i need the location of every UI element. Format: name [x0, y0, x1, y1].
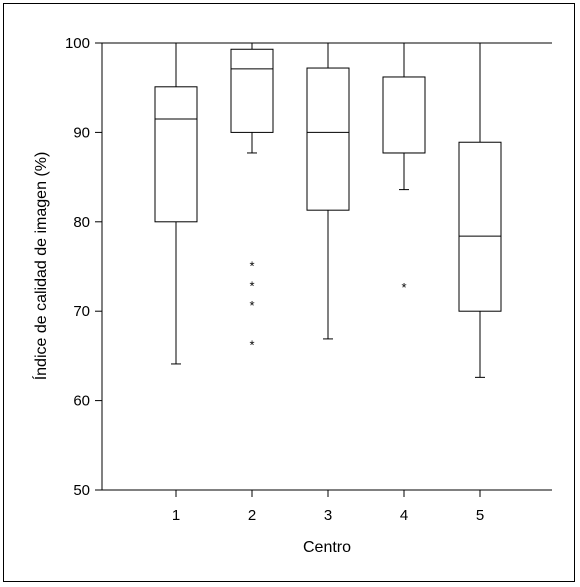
y-tick-label: 50	[73, 482, 90, 499]
x-tick-label: 2	[248, 507, 256, 524]
iqr-box	[306, 67, 350, 211]
outlier-point: *	[249, 259, 254, 274]
iqr-box	[458, 141, 502, 312]
box-centro-4: *	[382, 43, 426, 295]
y-ticks: 50 60 70 80 90 100	[65, 35, 102, 499]
outlier-point: *	[249, 278, 254, 293]
y-tick-label: 100	[65, 35, 90, 52]
axes	[101, 42, 552, 491]
iqr-box	[230, 48, 274, 133]
x-ticks: 1 2 3 4 5	[172, 490, 484, 524]
iqr-box	[154, 86, 198, 223]
y-tick-label: 80	[73, 214, 90, 231]
y-axis-label: Índice de calidad de imagen (%)	[31, 152, 50, 381]
box-centro-3	[306, 43, 350, 340]
outlier-point: *	[401, 280, 406, 295]
box-centro-2: * * * *	[230, 43, 274, 352]
outlier-point: *	[249, 337, 254, 352]
x-tick-label: 3	[324, 507, 332, 524]
outlier-point: *	[249, 298, 254, 313]
iqr-box	[382, 76, 426, 154]
x-tick-label: 1	[172, 507, 180, 524]
boxes: * * * * *	[154, 43, 502, 378]
x-tick-label: 4	[400, 507, 408, 524]
y-tick-label: 60	[73, 393, 90, 410]
x-axis-label: Centro	[303, 539, 351, 556]
box-centro-1	[154, 43, 198, 365]
y-tick-label: 70	[73, 303, 90, 320]
box-centro-5	[458, 43, 502, 378]
x-tick-label: 5	[476, 507, 484, 524]
y-tick-label: 90	[73, 124, 90, 141]
